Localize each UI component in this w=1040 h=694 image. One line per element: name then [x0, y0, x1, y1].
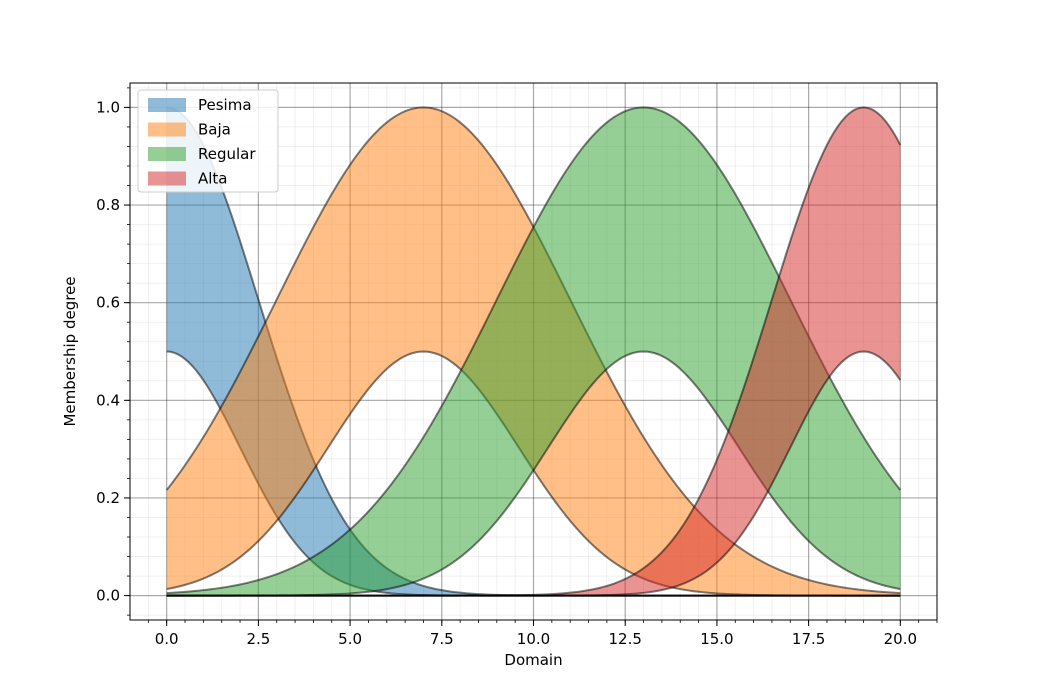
- x-tick-label: 7.5: [430, 630, 454, 648]
- y-tick-label: 0.6: [96, 294, 120, 312]
- legend-swatch-pesima: [148, 98, 186, 112]
- x-tick-label: 17.5: [792, 630, 825, 648]
- band-alta: [166, 107, 901, 596]
- y-tick-label: 1.0: [96, 98, 120, 116]
- y-tick-label: 0.8: [96, 196, 120, 214]
- legend-label-regular: Regular: [198, 145, 256, 163]
- legend-label-pesima: Pesima: [198, 96, 252, 114]
- legend-swatch-regular: [148, 147, 186, 161]
- y-axis-ticks: 0.0 0.2 0.4 0.6 0.8 1.0: [96, 87, 130, 616]
- x-tick-label: 2.5: [246, 630, 270, 648]
- band-regular: [166, 107, 901, 596]
- x-tick-label: 12.5: [609, 630, 642, 648]
- legend-swatch-baja: [148, 122, 186, 137]
- x-axis-ticks: 0.0 2.5 5.0 7.5 10.0 12.5 15.0 17.5 20.0: [147, 620, 938, 648]
- x-tick-label: 5.0: [338, 630, 362, 648]
- x-axis-label: Domain: [504, 651, 562, 669]
- y-tick-label: 0.4: [96, 391, 120, 409]
- legend-swatch-alta: [148, 171, 186, 186]
- legend-label-alta: Alta: [198, 170, 228, 188]
- legend-label-baja: Baja: [198, 121, 231, 139]
- legend-frame: [137, 89, 279, 193]
- x-tick-label: 20.0: [884, 630, 917, 648]
- legend: Pesima Baja Regular Alta: [137, 89, 279, 193]
- x-tick-label: 10.0: [517, 630, 550, 648]
- y-tick-label: 0.0: [96, 587, 120, 605]
- y-axis-label: Membership degree: [61, 276, 79, 426]
- x-tick-label: 0.0: [155, 630, 179, 648]
- x-tick-label: 15.0: [700, 630, 733, 648]
- y-tick-label: 0.2: [96, 489, 120, 507]
- upper-curve-regular: [166, 106, 902, 595]
